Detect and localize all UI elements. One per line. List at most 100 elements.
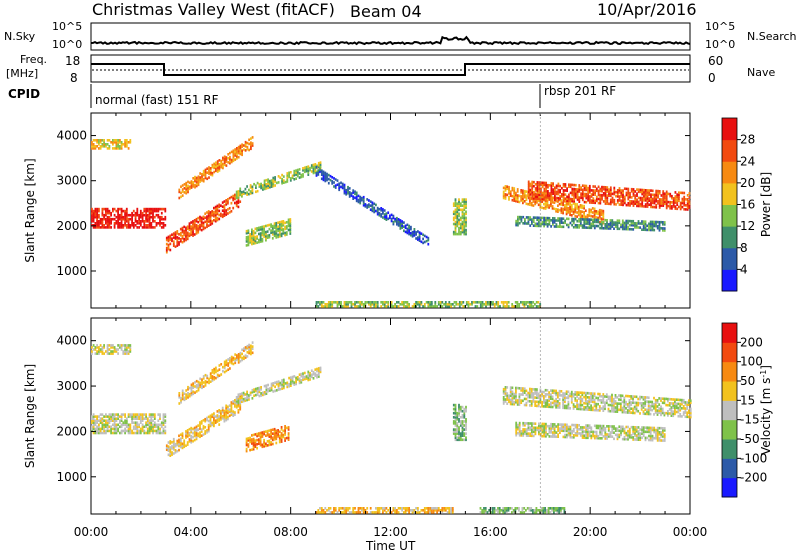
velocity-echo-cell: [642, 402, 645, 405]
power-echo-cell: [642, 224, 645, 227]
velocity-echo-cell: [275, 437, 278, 441]
power-echo-cell: [545, 198, 547, 201]
power-echo-cell: [188, 181, 191, 184]
power-echo-cell: [681, 205, 684, 209]
power-echo-cell: [309, 166, 311, 170]
power-echo-cell: [239, 146, 242, 150]
power-echo-cell: [509, 192, 512, 195]
velocity-echo-cell: [105, 421, 107, 424]
velocity-echo-cell: [312, 372, 315, 376]
power-echo-cell: [564, 185, 567, 188]
power-echo-cell: [536, 193, 539, 196]
power-echo-cell: [162, 226, 165, 229]
power-echo-cell: [181, 228, 184, 232]
power-echo-cell: [165, 250, 168, 254]
velocity-echo-cell: [277, 435, 279, 438]
power-echo-cell: [366, 206, 369, 209]
power-echo-cell: [465, 303, 468, 306]
velocity-echo-cell: [633, 405, 636, 409]
power-echo-cell: [452, 202, 455, 205]
power-echo-cell: [354, 196, 356, 200]
power-echo-cell: [385, 216, 388, 219]
power-echo-cell: [103, 213, 105, 217]
velocity-echo-cell: [506, 392, 509, 395]
power-echo-cell: [94, 213, 97, 217]
power-echo-cell: [322, 176, 325, 180]
power-echo-cell: [523, 189, 526, 193]
velocity-echo-cell: [461, 416, 464, 419]
power-echo-cell: [376, 301, 379, 304]
power-echo-cell: [572, 212, 575, 215]
velocity-echo-cell: [164, 415, 167, 418]
power-echo-cell: [225, 211, 228, 214]
velocity-echo-cell: [458, 418, 460, 421]
velocity-echo-cell: [277, 384, 280, 387]
power-echo-cell: [319, 168, 321, 171]
velocity-echo-cell: [672, 412, 675, 415]
power-echo-cell: [150, 207, 153, 211]
velocity-echo-cell: [103, 344, 105, 347]
power-echo-cell: [338, 188, 341, 192]
velocity-echo-cell: [225, 410, 228, 414]
power-echo-cell: [106, 139, 109, 142]
power-echo-cell: [181, 226, 184, 230]
power-echo-cell: [357, 194, 360, 198]
power-echo-cell: [336, 179, 339, 182]
power-echo-cell: [557, 182, 560, 186]
velocity-echo-cell: [106, 344, 109, 347]
velocity-echo-cell: [124, 348, 126, 351]
power-echo-cell: [136, 226, 139, 229]
power-echo-cell: [293, 171, 296, 175]
power-echo-cell: [106, 209, 109, 213]
velocity-echo-cell: [186, 435, 189, 438]
power-echo-cell: [567, 209, 570, 212]
power-echo-cell: [641, 196, 644, 200]
velocity-echo-cell: [545, 424, 547, 428]
power-echo-cell: [579, 224, 582, 227]
power-echo-cell: [459, 202, 462, 205]
power-echo-cell: [106, 224, 109, 227]
velocity-echo-cell: [106, 415, 109, 418]
velocity-echo-cell: [515, 394, 517, 398]
velocity-echo-cell: [101, 348, 104, 351]
velocity-echo-cell: [267, 389, 269, 393]
power-echo-cell: [476, 301, 479, 304]
velocity-echo-cell: [239, 396, 242, 400]
velocity-echo-cell: [188, 392, 191, 396]
power-echo-cell: [688, 206, 691, 209]
velocity-echo-cell: [529, 387, 531, 391]
power-echo-cell: [656, 226, 659, 230]
power-echo-cell: [343, 305, 346, 308]
velocity-echo-cell: [522, 430, 525, 433]
power-echo-cell: [592, 224, 594, 228]
power-echo-cell: [628, 219, 631, 223]
power-echo-cell: [230, 160, 233, 164]
power-echo-cell: [548, 223, 551, 226]
velocity-echo-cell: [454, 436, 457, 439]
power-echo-cell: [632, 202, 635, 205]
velocity-echo-cell: [105, 423, 107, 427]
velocity-echo-cell: [236, 358, 238, 361]
velocity-echo-cell: [656, 411, 659, 414]
power-echo-cell: [262, 184, 264, 187]
velocity-echo-cell: [230, 359, 233, 363]
velocity-echo-cell: [598, 392, 601, 396]
power-echo-cell: [396, 218, 398, 222]
power-echo-cell: [199, 225, 201, 229]
velocity-echo-cell: [209, 376, 212, 379]
power-echo-cell: [651, 205, 654, 209]
power-echo-cell: [146, 207, 149, 211]
velocity-echo-cell: [553, 401, 556, 405]
power-echo-cell: [454, 232, 457, 236]
power-echo-cell: [621, 221, 624, 225]
power-echo-cell: [138, 215, 140, 219]
power-echo-cell: [401, 303, 403, 306]
power-echo-cell: [259, 228, 262, 231]
power-echo-cell: [583, 206, 585, 210]
velocity-echo-cell: [553, 429, 556, 432]
power-echo-cell: [99, 217, 102, 221]
power-echo-cell: [275, 181, 278, 185]
velocity-echo-cell: [250, 344, 252, 348]
velocity-echo-cell: [202, 425, 205, 428]
velocity-echo-cell: [187, 388, 189, 391]
